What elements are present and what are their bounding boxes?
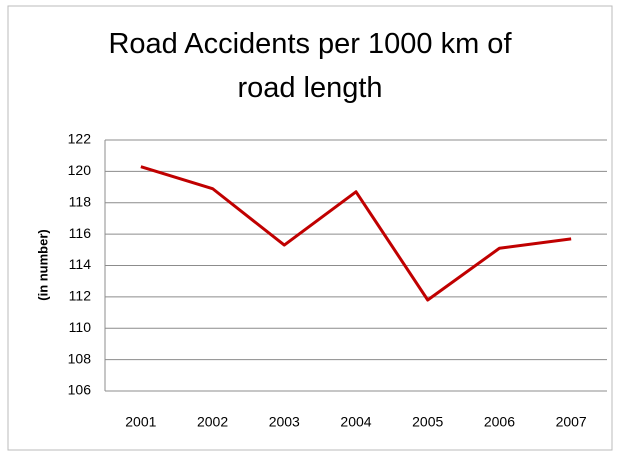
y-axis-label: (in number) — [35, 229, 50, 301]
y-tick-label: 120 — [68, 162, 92, 178]
y-tick-label: 110 — [69, 319, 92, 335]
y-tick-label: 114 — [69, 256, 92, 272]
y-tick-label: 108 — [68, 350, 92, 366]
y-tick-label: 122 — [68, 131, 92, 147]
x-tick-label: 2004 — [340, 414, 371, 430]
x-tick-label: 2007 — [556, 414, 587, 430]
y-tick-label: 116 — [69, 225, 92, 241]
x-tick-label: 2003 — [269, 414, 300, 430]
y-tick-label: 106 — [68, 382, 92, 398]
chart-border — [7, 5, 613, 451]
x-tick-label: 2005 — [412, 414, 443, 430]
y-tick-label: 118 — [69, 193, 92, 209]
chart-title: Road Accidents per 1000 km of road lengt… — [108, 28, 512, 104]
y-tick-label: 112 — [69, 288, 92, 304]
data-line — [140, 165, 572, 302]
x-tick-label: 2001 — [125, 414, 156, 430]
x-tick-label: 2006 — [484, 414, 515, 430]
x-tick-label: 2002 — [197, 414, 228, 430]
